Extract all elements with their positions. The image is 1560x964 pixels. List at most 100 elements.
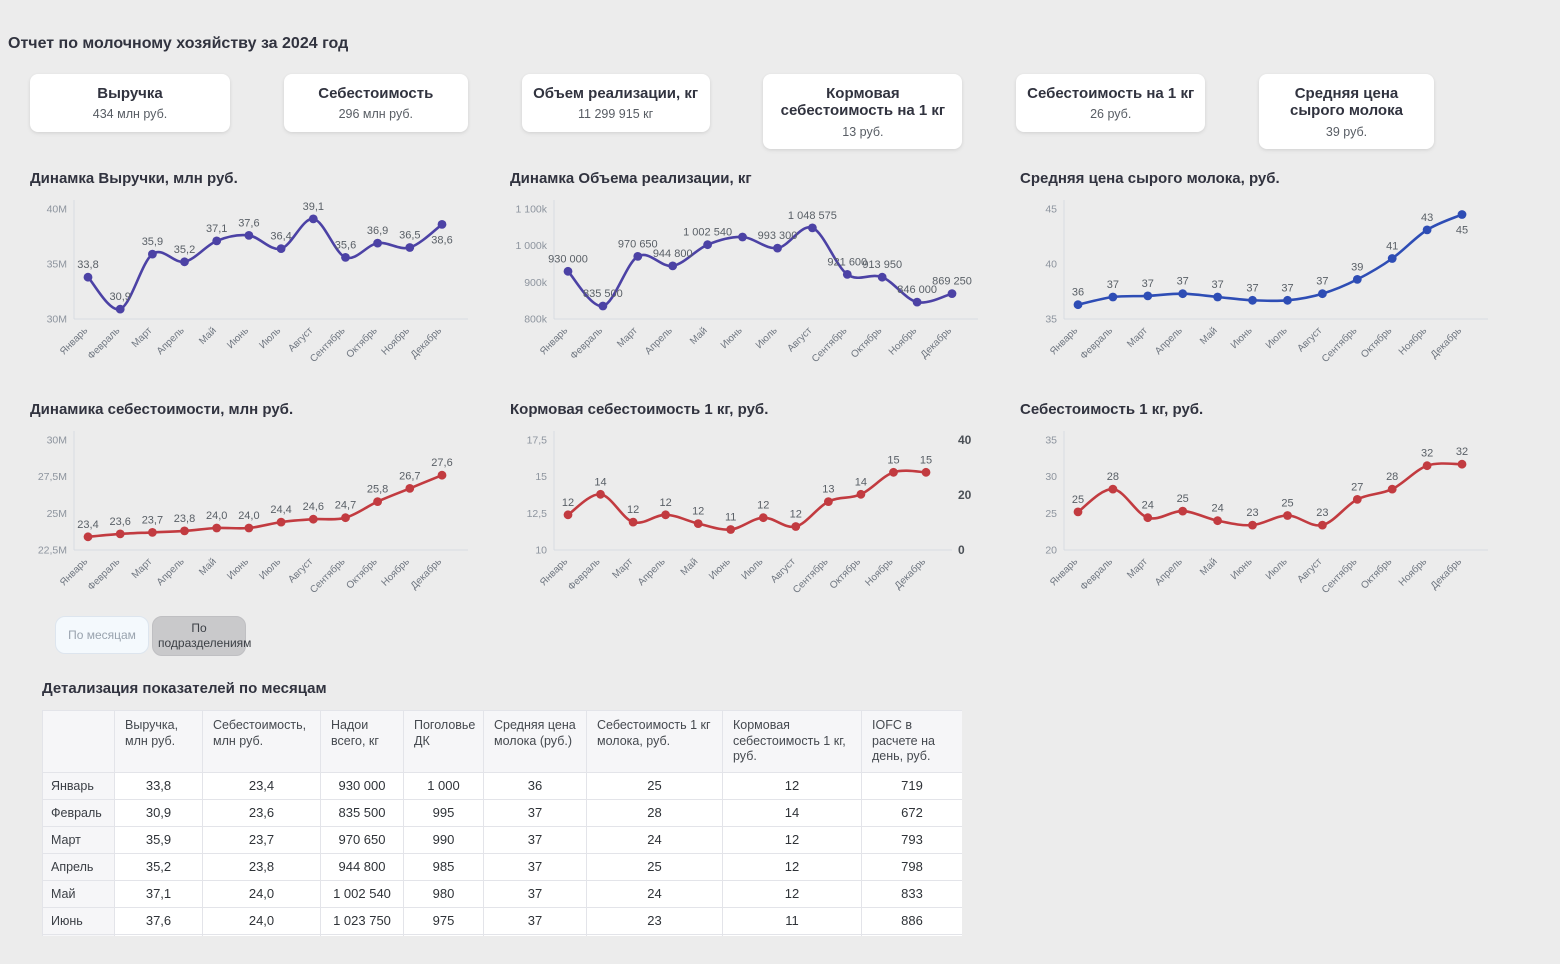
month-label: Октябрь <box>827 556 863 592</box>
month-label: Октябрь <box>344 556 380 592</box>
kpi-card-avg-milk-price: Средняя цена сырого молока 39 руб. <box>1258 74 1434 149</box>
table-row: Февраль 30,9 23,6 835 500 995 37 28 14 672 <box>42 798 962 827</box>
month-label: Сентябрь <box>1319 556 1359 596</box>
kpi-title: Кормовая себестоимость на 1 кг <box>780 85 946 120</box>
chart-canvas: 30M 35M 40M Январь Февраль Март Апрель Май Июнь И… <box>30 189 480 387</box>
y-tick-label: 45 <box>1045 204 1057 216</box>
point-label: 921 600 <box>827 256 867 268</box>
chart-point <box>842 270 852 279</box>
point-label: 23,6 <box>109 516 130 528</box>
month-label: Август <box>286 556 315 585</box>
month-label: Апрель <box>643 325 675 357</box>
y-tick-label: 40 <box>1045 259 1057 271</box>
chart-point <box>148 249 157 259</box>
point-label: 23,8 <box>174 513 195 525</box>
point-label: 12 <box>790 509 802 521</box>
by-months-toggle[interactable]: По месяцам <box>55 616 149 654</box>
month-label: Март <box>130 325 155 350</box>
charts-grid: Динамка Выручки, млн руб. 30M 35M 40M Январ… <box>30 170 1500 618</box>
chart-point <box>1457 459 1467 469</box>
point-label: 32 <box>1421 448 1433 460</box>
point-label: 35,6 <box>335 239 356 251</box>
table-row-header: Май <box>42 879 115 908</box>
chart-point <box>738 232 747 242</box>
month-label: Март <box>615 325 640 350</box>
by-departments-toggle[interactable]: По подразделениям <box>152 616 251 656</box>
chart-canvas: 800k 900k 1 000k 1 100k Январь Февраль Март Апр… <box>510 189 990 387</box>
point-label: 14 <box>594 476 606 488</box>
month-label: Июнь <box>1229 556 1255 582</box>
point-label: 37,6 <box>238 217 259 229</box>
month-label: Февраль <box>86 325 123 362</box>
chart-point <box>1143 513 1153 523</box>
table-row-header: Апрель <box>42 852 115 881</box>
table-row-header: Февраль <box>42 798 115 827</box>
chart-point <box>437 220 447 229</box>
kpi-value: 39 руб. <box>1325 124 1368 139</box>
chart-point <box>341 513 350 523</box>
table-row-header: Январь <box>42 771 115 800</box>
kpi-card-cost: Себестоимость 296 млн руб. <box>283 74 468 132</box>
table-cell: 985 <box>403 852 484 881</box>
right-tick-label: 40 <box>958 433 972 447</box>
month-label: Май <box>1198 325 1220 347</box>
point-label: 24,0 <box>206 510 227 522</box>
point-label: 1 048 575 <box>788 210 837 222</box>
month-label: Декабрь <box>892 556 928 592</box>
table-header-cell: Средняя цена молока (руб.) <box>483 710 587 773</box>
month-label: Август <box>286 325 315 354</box>
chart-point <box>773 243 782 253</box>
table-cell: 28 <box>586 798 723 827</box>
chart-point <box>661 510 670 520</box>
table-cell: 24 <box>586 879 723 908</box>
chart-canvas: 20 25 30 35 Январь Февраль Март Апрель Май Июнь Ию… <box>1020 420 1500 618</box>
table-row-header: Март <box>42 825 115 854</box>
point-label: 38,6 <box>431 234 452 246</box>
point-label: 24 <box>1211 503 1223 515</box>
kpi-title: Выручка <box>97 85 163 102</box>
month-label: Май <box>197 325 219 347</box>
point-label: 25 <box>1177 493 1189 505</box>
chart-point <box>308 514 318 524</box>
y-tick-label: 35 <box>1045 314 1057 326</box>
chart-point <box>889 467 898 477</box>
table-cell: 23,7 <box>202 825 321 854</box>
kpi-value: 434 млн руб. <box>92 107 168 122</box>
table-cell: 23,6 <box>202 798 321 827</box>
table-header-cell: Себестоимость 1 кг молока, руб. <box>586 710 723 773</box>
table-cell: 24,0 <box>202 906 321 935</box>
detail-table: Выручка, млн руб. Себестоимость, млн руб.… <box>42 710 962 936</box>
point-label: 37 <box>1142 278 1154 290</box>
point-label: 27,6 <box>431 457 452 469</box>
y-tick-label: 35M <box>47 259 67 271</box>
table-cell: 36 <box>483 771 587 800</box>
chart-cost-per-kg: Себестоимость 1 кг, руб. 20 25 30 35 Январь Ф… <box>1020 401 1500 618</box>
chart-point <box>115 304 125 314</box>
chart-point <box>405 484 415 493</box>
month-label: Январь <box>1048 556 1080 588</box>
month-label: Ноябрь <box>379 556 412 589</box>
table-cell: 793 <box>861 825 962 854</box>
table-cell <box>861 933 962 936</box>
point-label: 37 <box>1211 279 1223 291</box>
point-label: 913 950 <box>862 259 902 271</box>
y-tick-label: 1 100k <box>515 204 547 216</box>
chart-point <box>83 272 93 282</box>
point-label: 944 800 <box>653 248 693 260</box>
table-cell <box>722 933 862 936</box>
table-cell: 23,4 <box>202 771 321 800</box>
kpi-card-feed-cost-per-kg: Кормовая себестоимость на 1 кг 13 руб. <box>763 74 963 149</box>
chart-canvas: 10 12,5 15 17,5 0 20 40 Январь Февраль Март Апрель… <box>510 420 990 618</box>
table-header-cell: Надои всего, кг <box>320 710 404 773</box>
kpi-card-revenue: Выручка 434 млн руб. <box>30 74 230 132</box>
chart-point <box>308 214 318 224</box>
table-header-cell: Выручка, млн руб. <box>114 710 203 773</box>
table-body: Январь 33,8 23,4 930 000 1 000 36 25 12 719 Февра… <box>42 771 962 936</box>
chart-point <box>824 497 833 506</box>
month-label: Сентябрь <box>809 325 849 365</box>
table-cell: 37 <box>483 852 587 881</box>
chart-point <box>437 470 447 480</box>
detail-table-scroll-area[interactable]: Выручка, млн руб. Себестоимость, млн руб.… <box>42 710 962 936</box>
month-label: Март <box>130 556 155 581</box>
point-label: 846 000 <box>897 284 937 296</box>
